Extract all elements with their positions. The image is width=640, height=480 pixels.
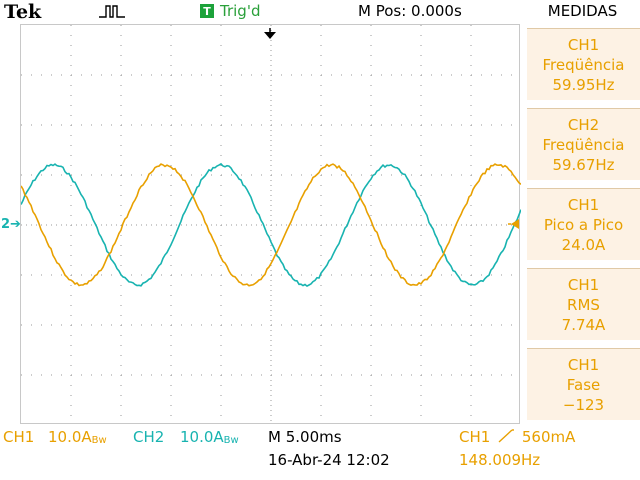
top-status-bar: Tek T Trig'd M Pos: 0.000s MEDIDAS: [0, 0, 640, 24]
measure-value: 24.0A: [561, 235, 606, 254]
waveform-display[interactable]: [20, 24, 521, 425]
ch2-ground-marker[interactable]: 2➔: [1, 217, 21, 232]
measure-name: Freqüência: [542, 55, 625, 74]
brand-logo: Tek: [4, 1, 42, 23]
measure-value: 59.95Hz: [552, 75, 615, 94]
trigger-status-label: Trig'd: [220, 2, 261, 20]
waveform-graticule: [21, 25, 521, 425]
ch2-waveform: [21, 162, 521, 288]
measure-channel: CH1: [567, 35, 600, 54]
timebase: M 5.00ms: [268, 428, 342, 446]
trigger-frequency: 148.009Hz: [459, 451, 541, 469]
ch1-bandwidth-limit: Bw: [91, 435, 107, 446]
trigger-source: CH1: [459, 428, 491, 446]
measure-channel: CH1: [567, 275, 600, 294]
trigger-status-badge: T: [200, 4, 214, 18]
trigger-position-arrow-icon: [264, 28, 276, 39]
trigger-level-arrow-icon[interactable]: [508, 218, 520, 230]
measurements-panel: CH1 Freqüência 59.95Hz CH2 Freqüência 59…: [527, 24, 640, 424]
measure-value: 59.67Hz: [552, 155, 615, 174]
measure-name: Pico a Pico: [543, 215, 624, 234]
datetime: 16-Abr-24 12:02: [268, 451, 390, 469]
measure-box-4[interactable]: CH1 RMS 7.74A: [527, 268, 640, 340]
ch1-scale: 10.0ABw: [48, 428, 107, 446]
measure-name: RMS: [567, 295, 600, 314]
measure-channel: CH1: [567, 195, 600, 214]
rising-edge-icon: [498, 429, 515, 443]
horizontal-position: M Pos: 0.000s: [358, 2, 462, 20]
measure-name: Fase: [566, 375, 601, 394]
measure-box-2[interactable]: CH2 Freqüência 59.67Hz: [527, 108, 640, 180]
ch1-waveform: [21, 163, 521, 287]
measure-value: 7.74A: [561, 315, 606, 334]
trigger-readout: CH1 560mA: [459, 428, 575, 446]
trigger-level: 560mA: [521, 428, 576, 446]
measure-value: −123: [562, 395, 605, 414]
trigger-pulse-icon: [99, 5, 125, 18]
ch1-label: CH1: [3, 428, 35, 446]
trigger-status: T Trig'd: [200, 2, 260, 20]
measure-box-1[interactable]: CH1 Freqüência 59.95Hz: [527, 28, 640, 100]
measure-box-5[interactable]: CH1 Fase −123: [527, 348, 640, 420]
measure-name: Freqüência: [542, 135, 625, 154]
measure-box-3[interactable]: CH1 Pico a Pico 24.0A: [527, 188, 640, 260]
ch2-label: CH2: [133, 428, 165, 446]
measure-channel: CH2: [567, 115, 600, 134]
bottom-status-bar: CH1 10.0ABw CH2 10.0ABw M 5.00ms 16-Abr-…: [0, 424, 640, 480]
chevron-right-icon: ➔: [10, 217, 21, 232]
ch2-scale: 10.0ABw: [180, 428, 239, 446]
ch2-bandwidth-limit: Bw: [223, 435, 239, 446]
measure-channel: CH1: [567, 355, 600, 374]
measure-menu-title: MEDIDAS: [547, 2, 618, 20]
